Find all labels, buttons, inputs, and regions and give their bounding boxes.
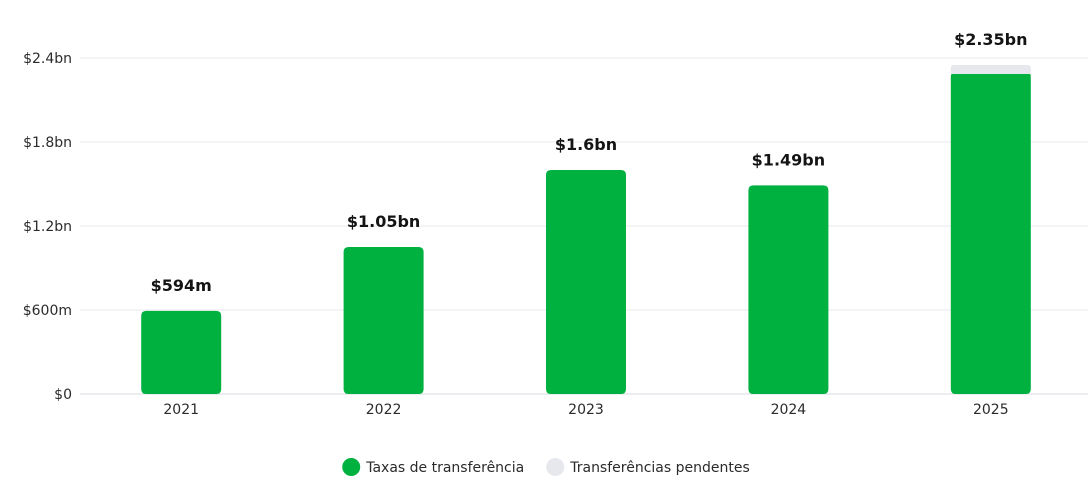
x-tick-label-2022: 2022 <box>366 402 402 418</box>
x-axis: 2021 2022 2023 2024 2025 <box>163 402 1008 418</box>
data-label-2021: $594m <box>151 276 212 295</box>
data-labels: $594m $1.05bn $1.6bn $1.49bn $2.35bn <box>151 30 1028 295</box>
x-tick-label-2021: 2021 <box>163 402 199 418</box>
y-tick-label: $2.4bn <box>23 51 72 67</box>
legend: Taxas de transferência Transferências pen… <box>342 458 750 476</box>
data-label-2024: $1.49bn <box>752 150 825 169</box>
y-tick-label: $0 <box>54 387 72 403</box>
legend-swatch <box>342 458 361 476</box>
data-label-2022: $1.05bn <box>347 212 420 231</box>
legend-swatch <box>546 458 565 476</box>
y-axis: $0 $600m $1.2bn $1.8bn $2.4bn <box>23 51 72 403</box>
x-tick-label-2023: 2023 <box>568 402 604 418</box>
x-tick-label-2025: 2025 <box>973 402 1009 418</box>
bar-2021-taxas[interactable] <box>141 310 222 394</box>
y-tick-label: $1.8bn <box>23 135 72 151</box>
legend-item-0[interactable]: Taxas de transferência <box>342 458 524 476</box>
bar-2025-taxas[interactable] <box>950 72 1031 394</box>
bars <box>141 65 1031 394</box>
bar-2022-taxas[interactable] <box>343 247 424 394</box>
legend-label: Taxas de transferência <box>365 460 524 476</box>
legend-label: Transferências pendentes <box>569 460 750 476</box>
bar-2023-taxas[interactable] <box>546 170 626 394</box>
data-label-2023: $1.6bn <box>555 135 617 154</box>
legend-item-1[interactable]: Transferências pendentes <box>546 458 750 476</box>
y-tick-label: $600m <box>23 303 72 319</box>
bar-2025-pendentes[interactable] <box>950 65 1031 74</box>
bar-2024-taxas[interactable] <box>748 185 829 394</box>
y-tick-label: $1.2bn <box>23 219 72 235</box>
data-label-2025: $2.35bn <box>954 30 1027 49</box>
x-tick-label-2024: 2024 <box>771 402 807 418</box>
